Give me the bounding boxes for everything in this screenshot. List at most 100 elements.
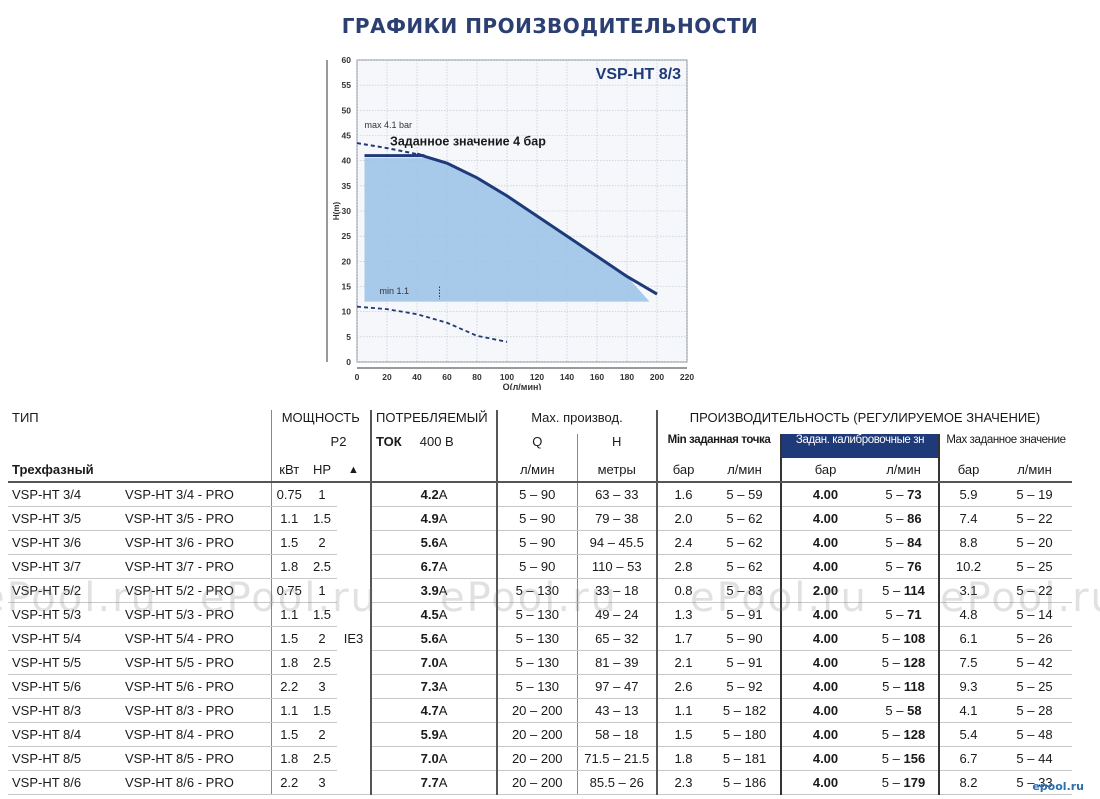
cal-lpm-end: 73 [907,486,922,502]
max-lpm-cell: 5 – 14 [997,602,1072,627]
cal-bar-cell: 4.00 [780,626,869,651]
hp-cell: 1 [307,482,337,507]
current-cell: 6.7A [370,554,497,579]
h-cell: 94 – 45.5 [576,530,657,555]
max-bar-cell: 4.1 [939,698,997,723]
current-value: 6.7 [420,558,439,574]
h-cell: 49 – 24 [576,602,657,627]
max-lpm-cell: 5 – 20 [997,530,1072,555]
current-unit: A [438,630,448,646]
kw-cell: 1.5 [270,722,307,747]
model-cell: VSP-HT 5/5 [8,650,121,675]
max-bar-cell: 10.2 [939,554,997,579]
x-tick-label: 40 [412,372,422,382]
max-lpm-cell: 5 – 28 [997,698,1072,723]
header-max-lpm: л/мин [997,458,1072,483]
max-lpm-cell: 5 – 48 [997,722,1072,747]
page-title: ГРАФИКИ ПРОИЗВОДИТЕЛЬНОСТИ [341,14,759,38]
cal-lpm-end: 156 [903,750,926,766]
kw-cell: 1.1 [270,602,307,627]
pro-model-cell: VSP-HT 3/5 - PRO [121,506,271,531]
cal-lpm-cell: 5 – 73 [869,482,940,507]
cal-lpm-start: 5 – [881,654,904,670]
pro-model-cell: VSP-HT 8/6 - PRO [121,770,271,795]
h-cell: 58 – 18 [576,722,657,747]
arrow-icon: ▲ [337,458,371,483]
efficiency-class: IE3 [337,482,371,795]
header-max-setpoint: Max заданное значение [946,434,1066,446]
current-unit: A [438,558,448,574]
table-row: VSP-HT 8/3 VSP-HT 8/3 - PRO 1.1 1.5 4.7A 20 –… [8,698,1072,723]
table-row: VSP-HT 8/6 VSP-HT 8/6 - PRO 2.2 3 7.7A 20 – 2… [8,770,1072,795]
y-tick-label: 30 [342,206,352,216]
model-cell: VSP-HT 8/6 [8,770,121,795]
cal-lpm-start: 5 – [881,774,904,790]
current-value: 7.3 [420,678,439,694]
header-max-bar: бар [939,458,997,483]
header-hp: HP [307,458,337,483]
pro-model-cell: VSP-HT 5/5 - PRO [121,650,271,675]
cal-lpm-start: 5 – [881,630,904,646]
h-cell: 79 – 38 [576,506,657,531]
cal-lpm-cell: 5 – 86 [869,506,940,531]
y-axis-label: H(m) [332,202,341,221]
x-tick-label: 100 [500,372,514,382]
y-tick-label: 5 [346,332,351,342]
cal-lpm-cell: 5 – 156 [869,746,940,771]
hp-cell: 2 [307,530,337,555]
q-cell: 5 – 90 [496,530,577,555]
cal-bar-cell: 4.00 [780,722,869,747]
cal-lpm-cell: 5 – 128 [869,722,940,747]
q-cell: 5 – 130 [496,650,577,675]
kw-cell: 2.2 [270,770,307,795]
min-lpm-cell: 5 – 62 [709,530,781,555]
model-cell: VSP-HT 3/5 [8,506,121,531]
x-tick-label: 120 [530,372,544,382]
hp-cell: 2.5 [307,746,337,771]
min-lpm-cell: 5 – 91 [709,602,781,627]
x-tick-label: 180 [620,372,634,382]
y-tick-label: 40 [342,156,352,166]
cal-bar-cell: 4.00 [780,770,869,795]
cal-lpm-end: 114 [903,582,925,598]
x-tick-label: 80 [472,372,482,382]
hp-cell: 1.5 [307,602,337,627]
q-cell: 20 – 200 [496,698,577,723]
current-cell: 4.9A [370,506,497,531]
performance-table: ТИП МОЩНОСТЬ ПОТРЕБЛЯЕМЫЙ Max. производ.… [8,410,1072,795]
q-cell: 5 – 90 [496,506,577,531]
cal-bar-cell: 4.00 [780,746,869,771]
current-cell: 7.3A [370,674,497,699]
header-consumption: ПОТРЕБЛЯЕМЫЙ [370,410,497,434]
current-cell: 4.7A [370,698,497,723]
model-cell: VSP-HT 8/5 [8,746,121,771]
max-lpm-cell: 5 – 22 [997,578,1072,603]
cal-lpm-cell: 5 – 118 [869,674,940,699]
hp-cell: 2.5 [307,554,337,579]
cal-lpm-end: 108 [903,630,926,646]
min-lpm-cell: 5 – 83 [709,578,781,603]
max-label: max 4.1 bar [365,120,413,130]
cal-bar-cell: 4.00 [780,554,869,579]
h-cell: 85.5 – 26 [576,770,657,795]
max-bar-cell: 7.5 [939,650,997,675]
pro-model-cell: VSP-HT 5/4 - PRO [121,626,271,651]
cal-lpm-end: 58 [907,702,922,718]
cal-lpm-start: 5 – [885,606,908,622]
q-cell: 5 – 130 [496,674,577,699]
table-row: VSP-HT 3/6 VSP-HT 3/6 - PRO 1.5 2 5.6A 5 – 90… [8,530,1072,555]
y-tick-label: 50 [342,105,352,115]
current-unit: A [438,654,448,670]
kw-cell: 0.75 [270,578,307,603]
model-cell: VSP-HT 3/6 [8,530,121,555]
kw-cell: 1.5 [270,626,307,651]
current-cell: 7.0A [370,650,497,675]
current-value: 7.7 [420,774,439,790]
q-cell: 20 – 200 [496,746,577,771]
header-max-perf: Max. производ. [496,410,657,434]
header-kw: кВт [270,458,307,483]
header-power: МОЩНОСТЬ [270,410,371,434]
q-cell: 5 – 130 [496,626,577,651]
cal-lpm-start: 5 – [885,702,908,718]
h-cell: 97 – 47 [576,674,657,699]
